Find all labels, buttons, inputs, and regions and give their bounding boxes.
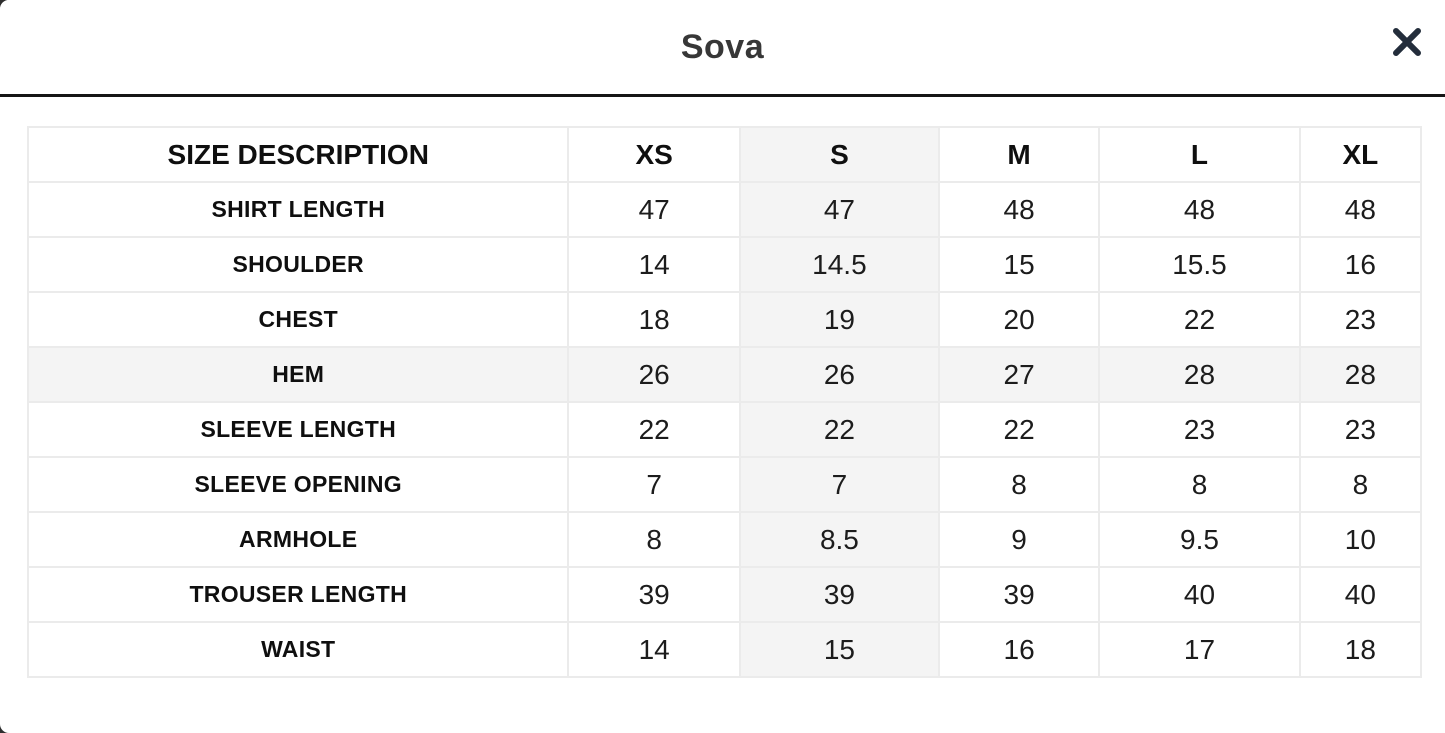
close-icon bbox=[1393, 28, 1421, 56]
row-label: WAIST bbox=[26, 621, 570, 678]
value-cell: 14 bbox=[567, 621, 741, 678]
value-cell: 47 bbox=[738, 181, 941, 238]
value-cell: 14.5 bbox=[738, 236, 941, 293]
value-cell: 17 bbox=[1098, 621, 1301, 678]
size-chart-body: SHIRT LENGTH 47 47 48 48 48 SHOULDER 14 14.5 15 15… bbox=[26, 181, 1423, 678]
row-label: SHIRT LENGTH bbox=[26, 181, 570, 238]
value-cell: 28 bbox=[1298, 346, 1423, 403]
value-cell: 39 bbox=[738, 566, 941, 623]
value-cell: 7 bbox=[567, 456, 741, 513]
header-cell-size-l: L bbox=[1098, 126, 1301, 183]
table-row: HEM 26 26 27 28 28 bbox=[26, 346, 1423, 403]
table-row: SLEEVE LENGTH 22 22 22 23 23 bbox=[26, 401, 1423, 458]
modal-body: SIZE DESCRIPTION XS S M L XL SHIRT LENGTH 47 47… bbox=[0, 97, 1445, 678]
size-chart-table: SIZE DESCRIPTION XS S M L XL SHIRT LENGTH 47 47… bbox=[26, 126, 1423, 678]
row-label: TROUSER LENGTH bbox=[26, 566, 570, 623]
table-row: SHOULDER 14 14.5 15 15.5 16 bbox=[26, 236, 1423, 293]
value-cell: 18 bbox=[567, 291, 741, 348]
value-cell: 23 bbox=[1298, 291, 1423, 348]
size-chart-head: SIZE DESCRIPTION XS S M L XL bbox=[26, 126, 1423, 183]
modal-title: Sova bbox=[680, 27, 765, 66]
modal-header: Sova bbox=[0, 0, 1445, 97]
header-cell-size-s: S bbox=[738, 126, 941, 183]
value-cell: 16 bbox=[937, 621, 1101, 678]
value-cell: 8 bbox=[1298, 456, 1423, 513]
table-row: SHIRT LENGTH 47 47 48 48 48 bbox=[26, 181, 1423, 238]
row-label: CHEST bbox=[26, 291, 570, 348]
table-row: CHEST 18 19 20 22 23 bbox=[26, 291, 1423, 348]
value-cell: 48 bbox=[937, 181, 1101, 238]
header-cell-size-xs: XS bbox=[567, 126, 741, 183]
value-cell: 15 bbox=[937, 236, 1101, 293]
value-cell: 19 bbox=[738, 291, 941, 348]
value-cell: 16 bbox=[1298, 236, 1423, 293]
value-cell: 23 bbox=[1098, 401, 1301, 458]
value-cell: 23 bbox=[1298, 401, 1423, 458]
header-cell-size-m: M bbox=[937, 126, 1101, 183]
value-cell: 9 bbox=[937, 511, 1101, 568]
value-cell: 40 bbox=[1098, 566, 1301, 623]
value-cell: 22 bbox=[567, 401, 741, 458]
table-row: ARMHOLE 8 8.5 9 9.5 10 bbox=[26, 511, 1423, 568]
value-cell: 22 bbox=[937, 401, 1101, 458]
value-cell: 18 bbox=[1298, 621, 1423, 678]
value-cell: 14 bbox=[567, 236, 741, 293]
header-cell-size-xl: XL bbox=[1298, 126, 1423, 183]
row-label: ARMHOLE bbox=[26, 511, 570, 568]
row-label: SLEEVE LENGTH bbox=[26, 401, 570, 458]
value-cell: 27 bbox=[937, 346, 1101, 403]
value-cell: 26 bbox=[567, 346, 741, 403]
table-row: WAIST 14 15 16 17 18 bbox=[26, 621, 1423, 678]
value-cell: 22 bbox=[738, 401, 941, 458]
value-cell: 47 bbox=[567, 181, 741, 238]
value-cell: 8 bbox=[1098, 456, 1301, 513]
value-cell: 22 bbox=[1098, 291, 1301, 348]
close-button[interactable] bbox=[1383, 18, 1431, 66]
value-cell: 28 bbox=[1098, 346, 1301, 403]
value-cell: 48 bbox=[1298, 181, 1423, 238]
value-cell: 7 bbox=[738, 456, 941, 513]
value-cell: 15.5 bbox=[1098, 236, 1301, 293]
value-cell: 15 bbox=[738, 621, 941, 678]
value-cell: 39 bbox=[567, 566, 741, 623]
value-cell: 26 bbox=[738, 346, 941, 403]
row-label: SHOULDER bbox=[26, 236, 570, 293]
value-cell: 8.5 bbox=[738, 511, 941, 568]
value-cell: 9.5 bbox=[1098, 511, 1301, 568]
value-cell: 8 bbox=[567, 511, 741, 568]
value-cell: 20 bbox=[937, 291, 1101, 348]
value-cell: 39 bbox=[937, 566, 1101, 623]
value-cell: 40 bbox=[1298, 566, 1423, 623]
header-row: SIZE DESCRIPTION XS S M L XL bbox=[26, 126, 1423, 183]
value-cell: 48 bbox=[1098, 181, 1301, 238]
row-label: SLEEVE OPENING bbox=[26, 456, 570, 513]
table-row: SLEEVE OPENING 7 7 8 8 8 bbox=[26, 456, 1423, 513]
row-label: HEM bbox=[26, 346, 570, 403]
header-cell-size-description: SIZE DESCRIPTION bbox=[26, 126, 570, 183]
value-cell: 8 bbox=[937, 456, 1101, 513]
value-cell: 10 bbox=[1298, 511, 1423, 568]
table-row: TROUSER LENGTH 39 39 39 40 40 bbox=[26, 566, 1423, 623]
